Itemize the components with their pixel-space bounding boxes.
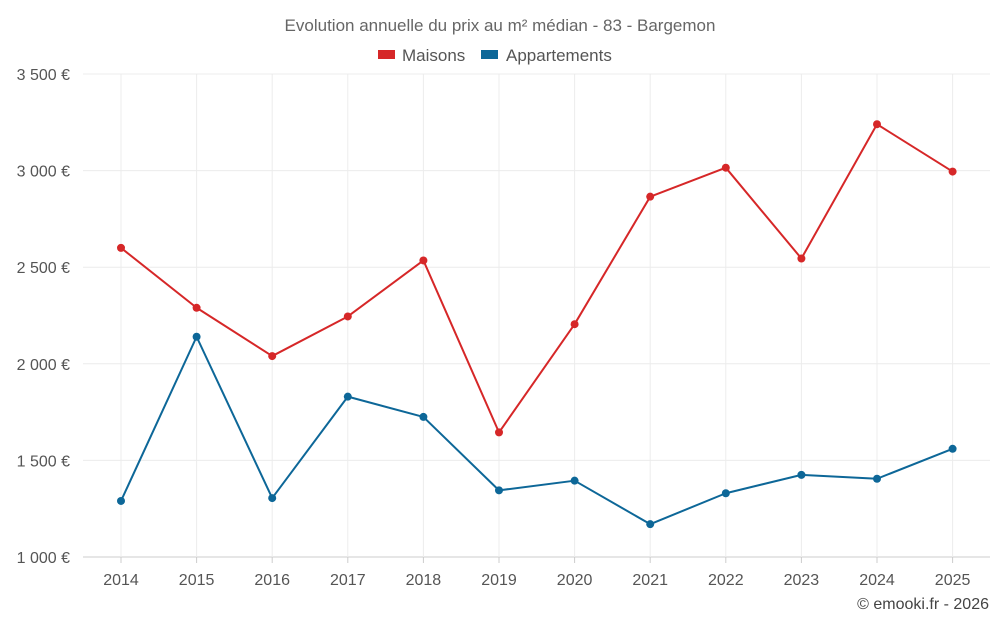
- legend-item-appartements[interactable]: Appartements: [481, 46, 612, 65]
- x-tick-label: 2023: [784, 572, 820, 589]
- data-point-appartements[interactable]: Appartements 2021: 1170: [646, 520, 655, 529]
- x-tick-label: 2022: [708, 572, 744, 589]
- legend-swatch-maisons: [378, 50, 395, 59]
- y-tick-label: 2 000 €: [17, 357, 70, 374]
- data-point-maisons[interactable]: Maisons 2020: 2205: [570, 320, 579, 329]
- series-appartements: Appartements 2014: 1290 Appartements 2015…: [117, 332, 957, 529]
- y-tick-label: 1 500 €: [17, 453, 70, 470]
- data-point-maisons[interactable]: Maisons 2021: 2865: [646, 192, 655, 201]
- series-line-appartements: [120, 335, 953, 526]
- x-tick-label: 2014: [103, 572, 139, 589]
- y-tick-label: 1 000 €: [17, 550, 70, 567]
- data-point-maisons[interactable]: Maisons 2023: 2545: [797, 254, 806, 263]
- series: Maisons 2014: 2600 Maisons 2015: 2290 Mais…: [117, 120, 957, 529]
- legend-label-appartements: Appartements: [506, 46, 612, 65]
- x-tick-label: 2017: [330, 572, 366, 589]
- series-line-maisons: [120, 123, 954, 434]
- data-point-appartements[interactable]: Appartements 2024: 1405: [873, 474, 881, 483]
- x-tick-label: 2020: [557, 572, 593, 589]
- data-point-maisons[interactable]: Maisons 2014: 2600: [117, 243, 125, 252]
- x-tick-label: 2019: [481, 572, 517, 589]
- x-axis: 2014 2015 2016 2017 2018 2019 2020 2021 2022 2023…: [103, 557, 970, 589]
- series-maisons: Maisons 2014: 2600 Maisons 2015: 2290 Mais…: [117, 120, 957, 437]
- chart-title: Evolution annuelle du prix au m² médian …: [285, 16, 716, 35]
- x-tick-label: 2018: [406, 572, 442, 589]
- data-point-appartements[interactable]: Appartements 2015: 2140: [192, 332, 201, 341]
- data-point-appartements[interactable]: Appartements 2020: 1395: [570, 476, 579, 485]
- x-tick-label: 2015: [179, 572, 215, 589]
- x-tick-label: 2021: [632, 572, 668, 589]
- data-point-maisons[interactable]: Maisons 2016: 2040: [268, 352, 277, 361]
- data-point-maisons[interactable]: Maisons 2015: 2290: [192, 303, 201, 312]
- data-point-maisons[interactable]: Maisons 2018: 2535: [419, 256, 428, 265]
- y-tick-label: 3 000 €: [17, 164, 70, 181]
- data-point-appartements[interactable]: Appartements 2019: 1345: [495, 486, 503, 495]
- data-point-maisons[interactable]: Maisons 2024: 3240: [873, 120, 881, 129]
- grid: [83, 73, 990, 558]
- x-tick-label: 2016: [254, 572, 290, 589]
- data-point-appartements[interactable]: Appartements 2023: 1425: [797, 470, 806, 479]
- legend-item-maisons[interactable]: Maisons: [378, 46, 465, 65]
- y-tick-label: 3 500 €: [17, 67, 70, 84]
- data-point-appartements[interactable]: Appartements 2017: 1830: [343, 392, 352, 401]
- data-point-appartements[interactable]: Appartements 2014: 1290: [117, 496, 125, 505]
- data-point-maisons[interactable]: Maisons 2025: 2995: [948, 167, 957, 176]
- legend-swatch-appartements: [481, 50, 498, 59]
- data-point-maisons[interactable]: Maisons 2017: 2245: [343, 312, 352, 321]
- data-point-appartements[interactable]: Appartements 2016: 1305: [268, 494, 277, 503]
- data-point-maisons[interactable]: Maisons 2022: 3015: [721, 163, 730, 172]
- y-axis: 1 000 € 1 500 € 2 000 € 2 500 € 3 000 € 3 500…: [17, 67, 70, 567]
- legend: Maisons Appartements: [378, 46, 612, 65]
- data-point-appartements[interactable]: Appartements 2018: 1725: [419, 412, 428, 421]
- credit-text: © emooki.fr - 2026: [857, 596, 989, 613]
- data-point-appartements[interactable]: Appartements 2025: 1560: [948, 444, 957, 453]
- legend-label-maisons: Maisons: [402, 46, 465, 65]
- x-tick-label: 2024: [859, 572, 895, 589]
- y-tick-label: 2 500 €: [17, 260, 70, 277]
- data-point-appartements[interactable]: Appartements 2022: 1330: [721, 489, 730, 498]
- data-point-maisons[interactable]: Maisons 2019: 1645: [495, 428, 503, 437]
- x-tick-label: 2025: [935, 572, 971, 589]
